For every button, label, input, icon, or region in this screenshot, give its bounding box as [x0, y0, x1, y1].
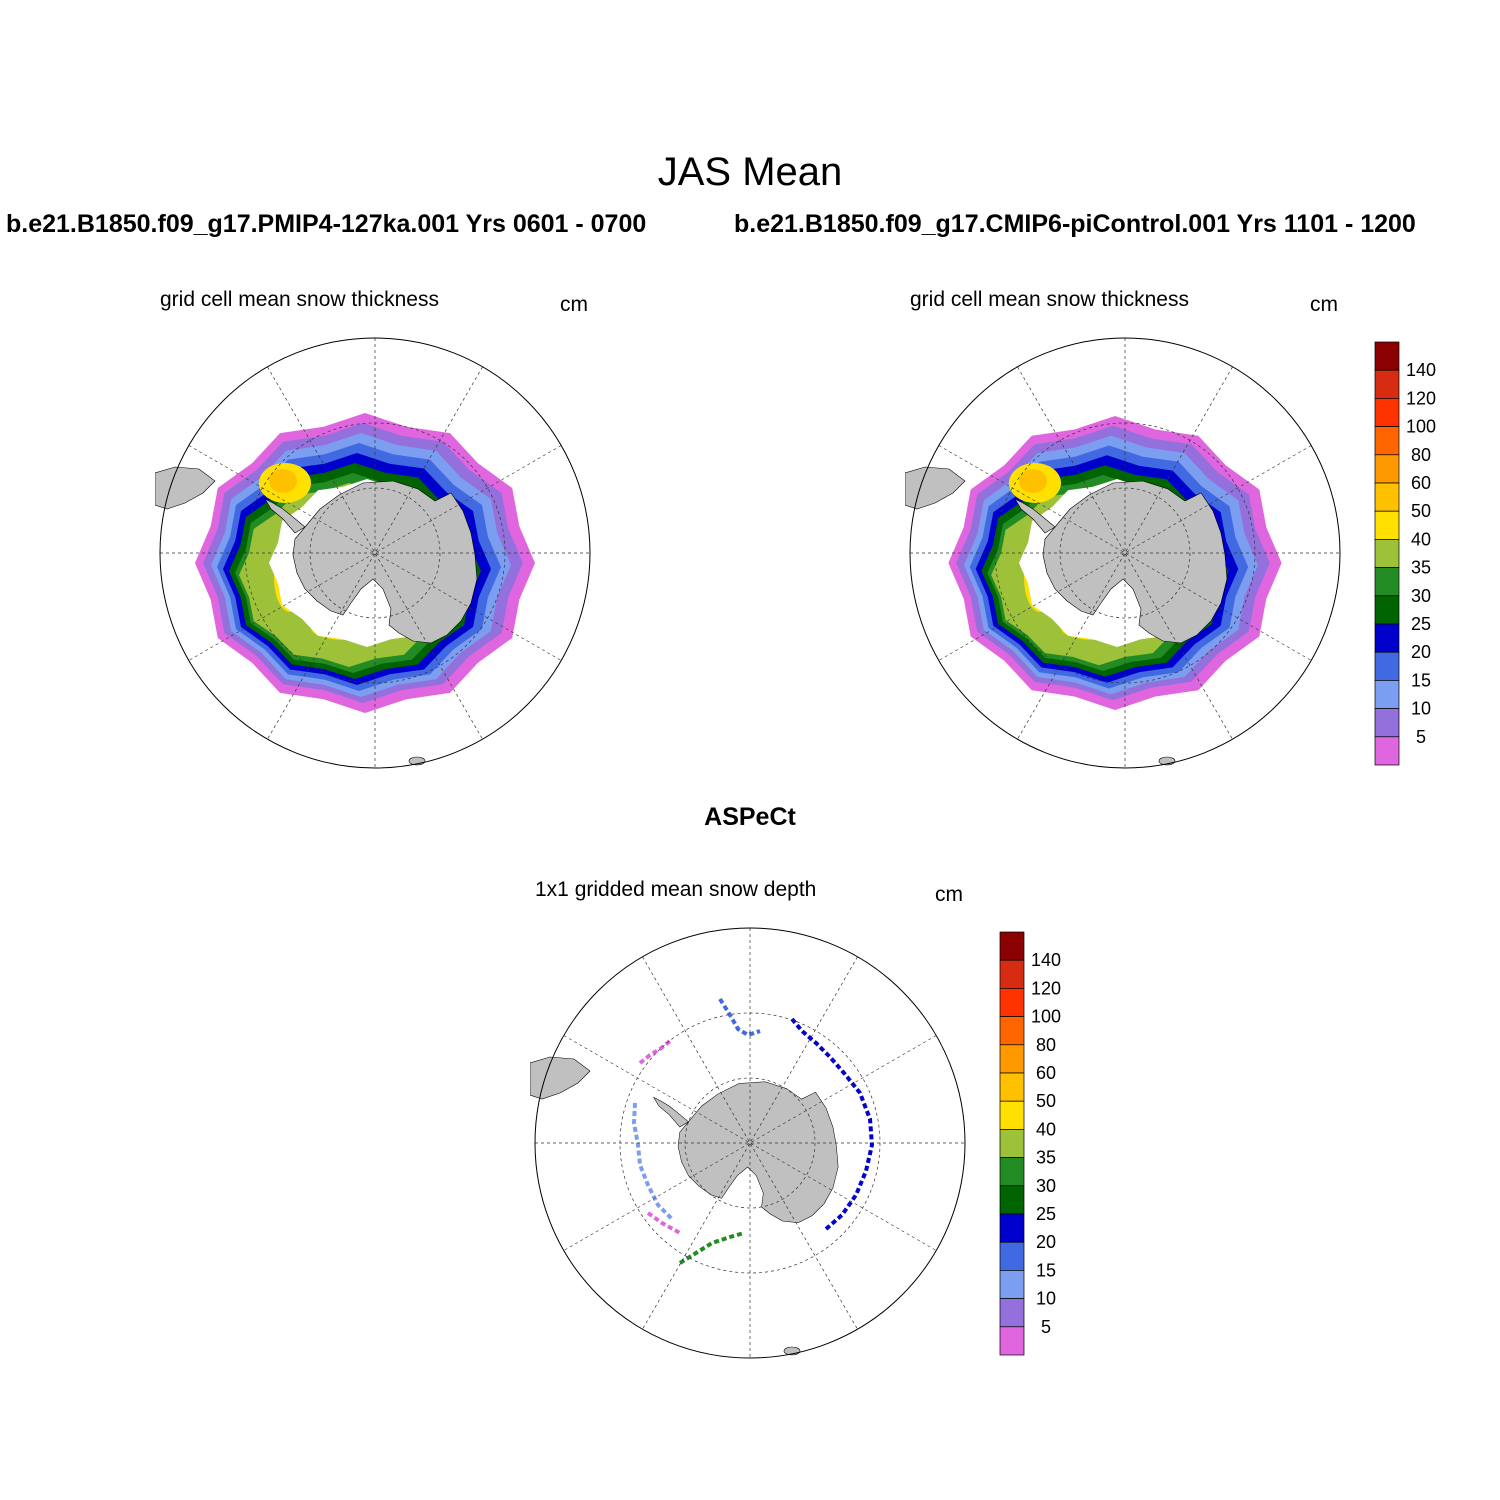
colorbar-bottom: 140 120 100 80 60 50 40 35 30 25 20 15 10 5: [999, 931, 1061, 1356]
colorbar-swatch: [999, 1157, 1025, 1187]
antarctica-landmass: [677, 1081, 839, 1223]
panel-2-case-title: b.e21.B1850.f09_g17.CMIP6-piControl.001 …: [734, 210, 1416, 238]
colorbar-swatch: [999, 1326, 1025, 1356]
colorbar-swatch: [999, 1016, 1025, 1046]
colorbar-swatch: [1374, 567, 1400, 597]
colorbar-tick-label: 5: [1416, 727, 1426, 747]
colorbar-tick-label: 120: [1406, 388, 1436, 408]
map-border: [534, 927, 966, 1359]
panel-1-variable-title: grid cell mean snow thickness: [160, 288, 439, 311]
latitude-circle: [619, 1012, 881, 1274]
south-america-landmass: [155, 466, 216, 510]
colorbar-swatch: [999, 1100, 1025, 1130]
colorbar-tick-label: 120: [1031, 978, 1061, 998]
colorbar-swatch: [999, 1241, 1025, 1271]
antarctic-peninsula: [1014, 498, 1056, 534]
colorbar-swatch: [999, 1270, 1025, 1299]
colorbar-tick-label: 25: [1036, 1204, 1056, 1224]
observation-track: [646, 1211, 681, 1235]
observation-track: [678, 1231, 745, 1265]
colorbar-swatch: [1374, 369, 1400, 399]
colorbar-swatch: [999, 959, 1025, 989]
antarctic-peninsula: [264, 498, 306, 534]
south-america-landmass: [905, 466, 966, 510]
colorbar-tick-label: 15: [1411, 670, 1431, 690]
antarctica-landmass: [292, 480, 478, 644]
colorbar-tick-label: 100: [1031, 1007, 1061, 1027]
colorbar-swatch: [1374, 595, 1400, 625]
map-border: [909, 337, 1341, 769]
colorbar-tick-label: 25: [1411, 614, 1431, 634]
colorbar-swatch: [1374, 736, 1400, 766]
colorbar-tick-label: 10: [1411, 699, 1431, 719]
colorbar-tick-label: 80: [1411, 445, 1431, 465]
colorbar-tick-label: 50: [1411, 501, 1431, 521]
colorbar-tick-label: 5: [1041, 1317, 1051, 1337]
antarctica-landmass: [1042, 480, 1228, 644]
colorbar-tick-label: 20: [1411, 642, 1431, 662]
colorbar-tick-label: 60: [1411, 473, 1431, 493]
observation-track: [790, 1017, 875, 1231]
panel-1-case-title: b.e21.B1850.f09_g17.PMIP4-127ka.001 Yrs …: [6, 210, 647, 238]
snow-thickness-contour: [269, 469, 297, 493]
colorbar-tick-label: 30: [1411, 586, 1431, 606]
map-panel-2: [905, 337, 1341, 769]
latitude-circle: [309, 487, 441, 619]
colorbar-swatch: [999, 1185, 1025, 1215]
map-border: [159, 337, 591, 769]
panel-3-units: cm: [935, 883, 963, 906]
colorbar-tick-label: 10: [1036, 1289, 1056, 1309]
panel-3-title: ASPeCt: [704, 803, 796, 831]
colorbar-swatch: [1374, 482, 1400, 512]
panel-3-variable-title: 1x1 gridded mean snow depth: [535, 878, 817, 901]
colorbar-swatch: [999, 1044, 1025, 1074]
colorbar-tick-label: 30: [1036, 1176, 1056, 1196]
south-america-landmass: [530, 1056, 591, 1100]
map-panel-1: [155, 337, 591, 769]
observation-track: [718, 997, 761, 1038]
observation-track: [631, 1102, 674, 1221]
colorbar-swatch: [999, 1298, 1025, 1328]
colorbar-tick-label: 35: [1036, 1148, 1056, 1168]
colorbar-swatch: [1374, 454, 1400, 484]
colorbar-swatch: [999, 1072, 1025, 1102]
colorbar-swatch: [1374, 398, 1400, 427]
colorbar-tick-label: 100: [1406, 417, 1436, 437]
colorbar-tick-label: 15: [1036, 1260, 1056, 1280]
antarctic-peninsula: [653, 1096, 689, 1128]
colorbar-swatch: [999, 1129, 1025, 1158]
observation-track: [638, 1039, 672, 1065]
latitude-circle: [994, 422, 1256, 684]
panel-2-variable-title: grid cell mean snow thickness: [910, 288, 1189, 311]
colorbar-swatch: [1374, 623, 1400, 653]
latitude-circle: [1059, 487, 1191, 619]
colorbar-swatch: [1374, 680, 1400, 709]
colorbar-tick-label: 80: [1036, 1035, 1056, 1055]
colorbar-tick-label: 50: [1036, 1091, 1056, 1111]
panel-1-units: cm: [560, 293, 588, 316]
panel-2-units: cm: [1310, 293, 1338, 316]
colorbar-tick-label: 20: [1036, 1232, 1056, 1252]
colorbar-tick-label: 40: [1036, 1119, 1056, 1139]
colorbar-swatch: [1374, 651, 1400, 681]
main-title: JAS Mean: [657, 150, 843, 194]
snow-thickness-contour: [1019, 469, 1047, 493]
colorbar-swatch: [1374, 426, 1400, 456]
colorbar-top: 140 120 100 80 60 50 40 35 30 25 20 15 10 5: [1374, 341, 1436, 766]
colorbar-swatch: [1374, 539, 1400, 568]
colorbar-swatch: [1374, 510, 1400, 540]
colorbar-tick-label: 60: [1036, 1063, 1056, 1083]
colorbar-tick-label: 35: [1411, 558, 1431, 578]
colorbar-swatch: [999, 931, 1025, 961]
colorbar-swatch: [999, 1213, 1025, 1243]
map-panel-3: [530, 927, 966, 1359]
colorbar-tick-label: 40: [1411, 529, 1431, 549]
latitude-circle: [684, 1077, 816, 1209]
colorbar-swatch: [1374, 708, 1400, 738]
colorbar-swatch: [999, 988, 1025, 1017]
latitude-circle: [244, 422, 506, 684]
colorbar-tick-label: 140: [1031, 950, 1061, 970]
colorbar-tick-label: 140: [1406, 360, 1436, 380]
colorbar-swatch: [1374, 341, 1400, 371]
